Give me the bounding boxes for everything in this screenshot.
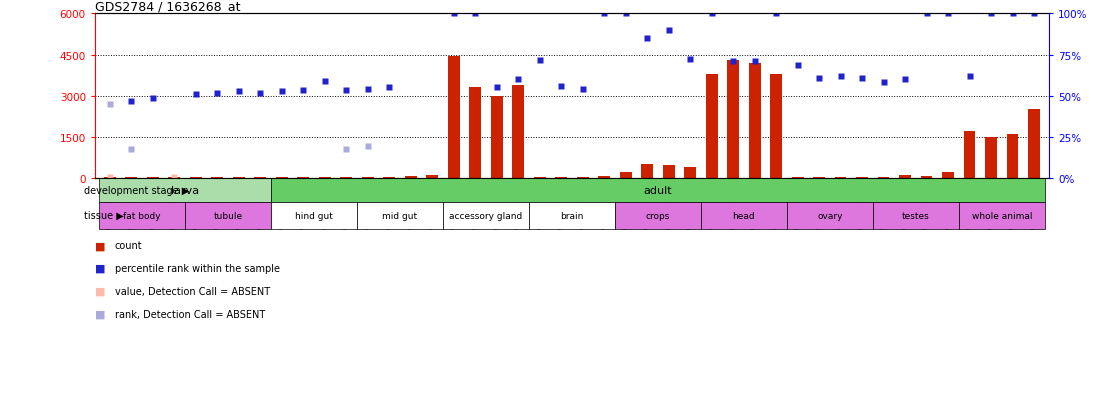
Bar	[663, 166, 674, 178]
Bar	[705, 74, 718, 178]
Text: development stage ▶: development stage ▶	[84, 185, 190, 195]
Bar	[357, 202, 443, 229]
Bar	[271, 178, 1045, 202]
Bar	[491, 96, 502, 178]
Text: ■: ■	[95, 286, 105, 296]
Text: crops: crops	[646, 211, 670, 220]
Bar	[942, 173, 954, 178]
Text: GDS2784 / 1636268_at: GDS2784 / 1636268_at	[95, 0, 240, 13]
Text: mid gut: mid gut	[383, 211, 417, 220]
Text: tissue ▶: tissue ▶	[84, 211, 124, 221]
Text: accessory gland: accessory gland	[450, 211, 522, 220]
Bar	[619, 173, 632, 178]
Bar	[959, 202, 1045, 229]
Text: ■: ■	[95, 241, 105, 251]
Text: rank, Detection Call = ABSENT: rank, Detection Call = ABSENT	[115, 309, 266, 319]
Bar	[787, 202, 873, 229]
Bar	[443, 202, 529, 229]
Bar	[615, 202, 701, 229]
Text: hind gut: hind gut	[295, 211, 333, 220]
Bar	[899, 176, 911, 178]
Text: adult: adult	[644, 185, 672, 195]
Text: whole animal: whole animal	[972, 211, 1032, 220]
Bar	[985, 137, 997, 178]
Text: head: head	[732, 211, 756, 220]
Bar	[512, 85, 525, 178]
Bar	[99, 178, 271, 202]
Bar	[1007, 135, 1019, 178]
Bar	[873, 202, 959, 229]
Bar	[470, 88, 481, 178]
Text: larva: larva	[171, 185, 199, 195]
Text: count: count	[115, 241, 143, 251]
Text: ■: ■	[95, 309, 105, 319]
Text: testes: testes	[902, 211, 930, 220]
Bar	[701, 202, 787, 229]
Bar	[921, 176, 933, 178]
Bar	[642, 164, 653, 178]
Bar	[728, 61, 739, 178]
Text: ■: ■	[95, 263, 105, 273]
Text: percentile rank within the sample: percentile rank within the sample	[115, 263, 280, 273]
Bar	[405, 176, 416, 178]
Text: value, Detection Call = ABSENT: value, Detection Call = ABSENT	[115, 286, 270, 296]
Bar	[1028, 110, 1040, 178]
Bar	[770, 74, 782, 178]
Bar	[684, 168, 696, 178]
Bar	[448, 57, 460, 178]
Text: brain: brain	[560, 211, 584, 220]
Text: tubule: tubule	[213, 211, 242, 220]
Bar	[529, 202, 615, 229]
Bar	[598, 176, 610, 178]
Bar	[749, 64, 760, 178]
Text: fat body: fat body	[124, 211, 161, 220]
Text: ovary: ovary	[817, 211, 843, 220]
Bar	[426, 176, 439, 178]
Bar	[271, 202, 357, 229]
Bar	[99, 202, 185, 229]
Bar	[185, 202, 271, 229]
Bar	[963, 132, 975, 178]
